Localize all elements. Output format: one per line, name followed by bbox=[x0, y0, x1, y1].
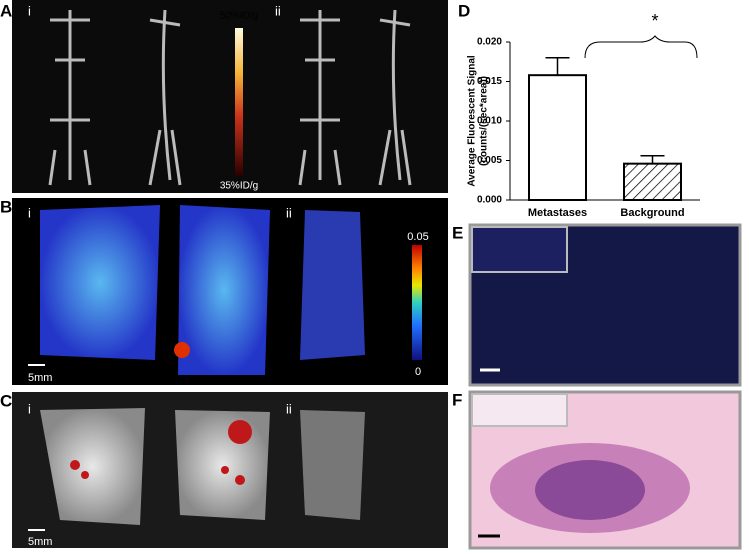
colorbar-label: 50%ID/g bbox=[220, 11, 258, 22]
colorbar-label: 35%ID/g bbox=[220, 181, 258, 192]
annotation: * bbox=[651, 11, 658, 31]
panel-label: F bbox=[452, 390, 462, 409]
colorbar bbox=[412, 245, 422, 360]
y-axis-label: Average Fluorescent Signal bbox=[467, 55, 478, 187]
inset bbox=[471, 393, 568, 427]
y-tick-label: 0.015 bbox=[477, 76, 502, 87]
x-tick-label: Metastases bbox=[528, 207, 587, 219]
y-axis-label: (counts/(sec*area)) bbox=[479, 76, 490, 166]
tissue-image bbox=[178, 205, 270, 375]
panel-label: E bbox=[452, 223, 463, 242]
scale-label: 5mm bbox=[28, 536, 52, 548]
panel-label: B bbox=[0, 197, 12, 216]
sub-label: i bbox=[28, 3, 31, 18]
x-tick-label: Background bbox=[620, 207, 684, 219]
sub-label: ii bbox=[286, 205, 292, 220]
colorbar bbox=[235, 28, 243, 176]
sub-label: ii bbox=[286, 401, 292, 416]
y-tick-label: 0.010 bbox=[477, 116, 502, 127]
bar bbox=[528, 74, 587, 201]
sub-label: i bbox=[28, 205, 31, 220]
y-tick-label: 0.000 bbox=[477, 195, 502, 206]
sub-label: ii bbox=[275, 3, 281, 18]
tissue-image bbox=[40, 205, 160, 360]
scale-label: 5mm bbox=[28, 372, 52, 384]
inset bbox=[471, 226, 568, 273]
y-tick-label: 0.005 bbox=[477, 155, 502, 166]
skeletons bbox=[48, 9, 412, 186]
tissue-image bbox=[175, 410, 270, 520]
tissue-image bbox=[300, 210, 365, 360]
colorbar-label: 0 bbox=[415, 366, 421, 378]
panel-label: D bbox=[458, 1, 470, 20]
significance-bracket bbox=[584, 35, 698, 59]
panel-a bbox=[12, 0, 448, 193]
bar bbox=[623, 162, 682, 202]
panel-label: C bbox=[0, 391, 12, 410]
tumor bbox=[535, 460, 645, 520]
hotspot bbox=[174, 342, 190, 358]
y-tick-label: 0.020 bbox=[477, 37, 502, 48]
colorbar-label: 0.05 bbox=[407, 231, 428, 243]
tissue-image bbox=[300, 410, 365, 520]
tissue-image bbox=[40, 408, 145, 525]
panel-label: A bbox=[0, 1, 12, 20]
sub-label: i bbox=[28, 401, 31, 416]
lesions bbox=[70, 420, 252, 485]
